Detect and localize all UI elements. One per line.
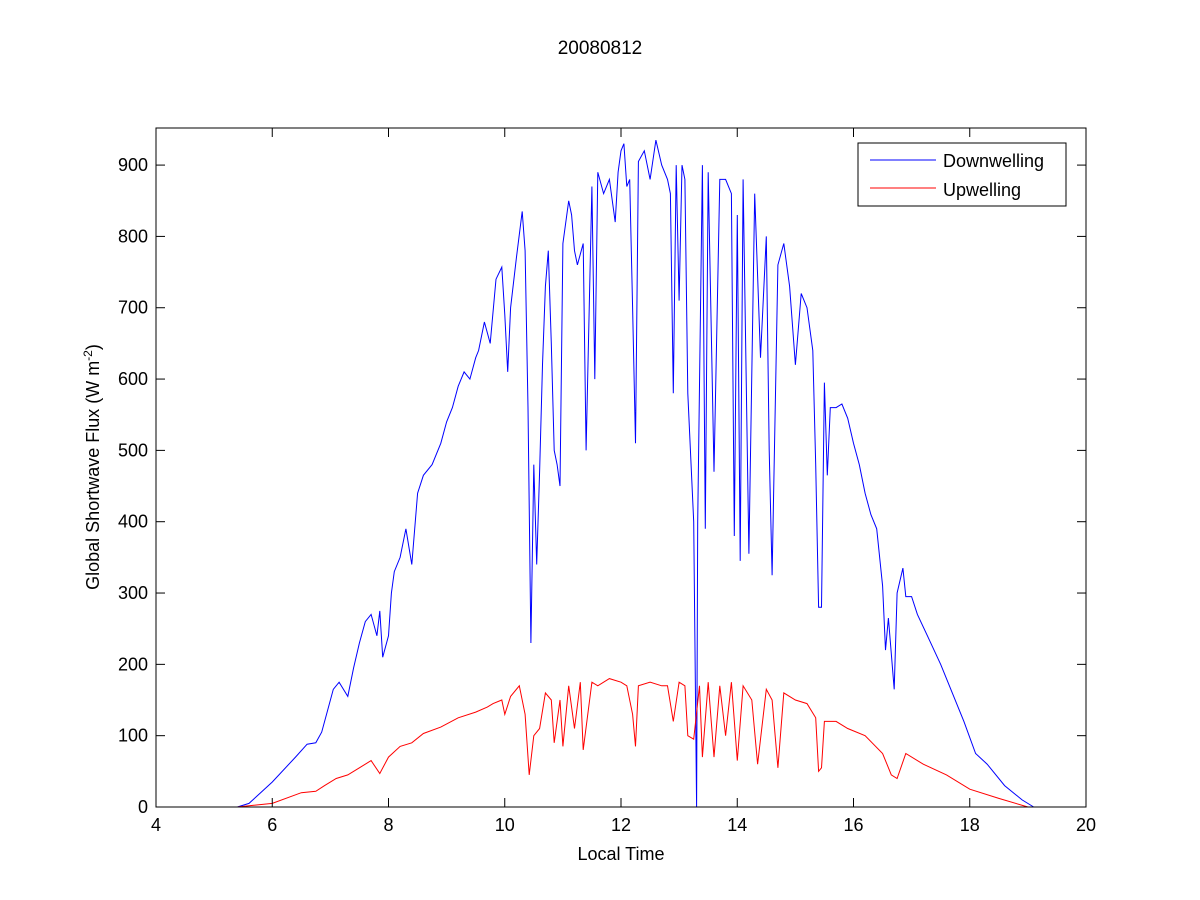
series-line-downwelling: [179, 139, 1034, 808]
y-tick-label: 200: [118, 654, 148, 674]
x-tick-label: 14: [727, 815, 747, 835]
y-tick-label: 0: [138, 797, 148, 817]
x-tick-label: 8: [383, 815, 393, 835]
chart-title: 20080812: [558, 38, 643, 59]
x-tick-label: 4: [151, 815, 161, 835]
x-tick-label: 18: [960, 815, 980, 835]
y-tick-label: 100: [118, 726, 148, 746]
axes-box: [155, 127, 1087, 808]
x-tick-label: 20: [1076, 815, 1096, 835]
series-line-upwelling: [179, 678, 1029, 808]
legend-box: [857, 142, 1067, 207]
x-tick-label: 6: [267, 815, 277, 835]
y-axis-label: Global Shortwave Flux (W m-2): [81, 344, 103, 590]
axis-ticks: 4 6 8 10 12 14 16 18 200100200300400500600700800…: [118, 128, 1096, 835]
y-tick-label: 800: [118, 226, 148, 246]
legend: Downwelling Upwelling: [857, 142, 1067, 207]
y-tick-label: 500: [118, 440, 148, 460]
legend-label-downwelling: Downwelling: [943, 151, 1044, 171]
plot-lines: [179, 139, 1034, 808]
x-tick-label: 12: [611, 815, 631, 835]
legend-label-upwelling: Upwelling: [943, 180, 1021, 200]
y-tick-label: 400: [118, 512, 148, 532]
x-tick-label: 10: [495, 815, 515, 835]
y-tick-label: 300: [118, 583, 148, 603]
y-tick-label: 700: [118, 298, 148, 318]
x-axis-label: Local Time: [577, 844, 664, 864]
x-tick-label: 16: [843, 815, 863, 835]
y-tick-label: 600: [118, 369, 148, 389]
y-tick-label: 900: [118, 155, 148, 175]
